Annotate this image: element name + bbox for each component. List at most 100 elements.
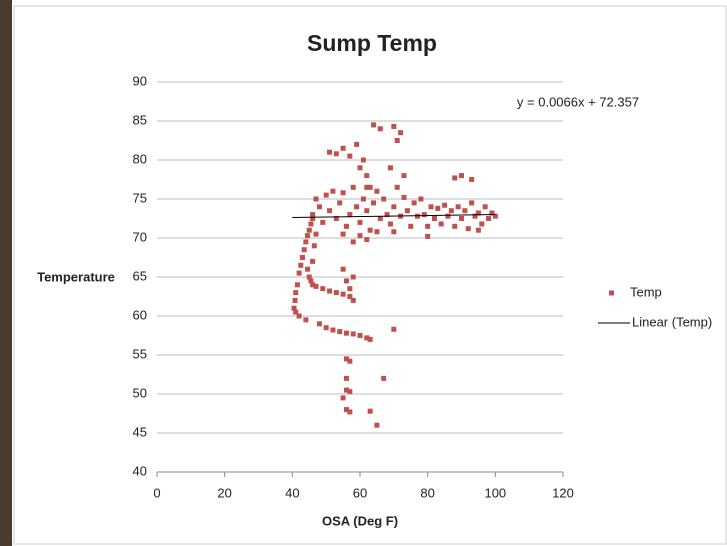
scatter-point <box>401 194 407 200</box>
scatter-point <box>293 309 299 315</box>
scatter-point <box>340 231 346 237</box>
scatter-point <box>327 149 333 155</box>
scatter-point <box>452 223 458 229</box>
scatter-point <box>452 175 458 181</box>
scatter-point <box>323 325 329 331</box>
scatter-point <box>310 212 316 218</box>
scatter-point <box>381 196 387 202</box>
scatter-point <box>350 297 356 303</box>
scatter-point <box>340 395 346 401</box>
scatter-point <box>469 177 475 182</box>
y-tick-label: 40 <box>133 463 147 478</box>
y-tick-label: 65 <box>133 268 147 283</box>
chart-title: Sump Temp <box>307 30 437 56</box>
scatter-point <box>333 290 339 296</box>
scatter-point <box>311 243 317 249</box>
scatter-point <box>303 239 309 245</box>
scatter-point <box>431 216 437 221</box>
scatter-point <box>475 227 481 233</box>
scatter-point <box>337 329 343 335</box>
scatter-point <box>316 204 322 210</box>
scatter-point <box>357 333 363 338</box>
x-tick-label: 20 <box>217 485 231 500</box>
scatter-point <box>305 233 311 239</box>
x-tick-label: 80 <box>420 485 434 500</box>
scatter-point <box>330 327 336 333</box>
y-tick-label: 45 <box>133 424 147 439</box>
scatter-point <box>357 233 363 239</box>
scatter-point <box>357 165 363 171</box>
scatter-point <box>337 200 343 206</box>
scatter-point <box>391 326 397 332</box>
scatter-point <box>308 221 314 227</box>
scatter-point <box>421 212 427 218</box>
scatter-point <box>305 266 311 272</box>
scatter-point <box>293 290 299 296</box>
scatter-point <box>303 317 309 323</box>
scatter-point <box>367 184 373 190</box>
scatter-point <box>462 208 468 214</box>
scatter-point <box>367 408 373 414</box>
scatter-point <box>313 196 319 202</box>
scatter-point <box>340 266 346 272</box>
scatter-point <box>308 278 314 284</box>
scatter-point <box>333 151 339 157</box>
scatter-point <box>350 184 356 190</box>
scatter-point <box>367 227 373 233</box>
scatter-point <box>391 229 397 235</box>
scatter-point <box>364 335 370 341</box>
scatter-point <box>475 210 481 216</box>
scatter-point <box>411 200 417 206</box>
scatter-point <box>343 375 349 381</box>
scatter-point <box>343 278 349 284</box>
scatter-point <box>310 216 316 221</box>
scatter-point <box>489 210 495 216</box>
scatter-point <box>401 173 407 179</box>
scatter-point <box>294 282 300 288</box>
x-tick-label: 120 <box>552 485 574 500</box>
scatter-point <box>350 274 356 280</box>
scatter-point <box>455 204 461 210</box>
scatter-point <box>364 208 370 214</box>
scatter-point <box>387 165 393 171</box>
scatter-point <box>343 387 349 393</box>
scatter-point <box>445 213 451 219</box>
scatter-point <box>347 286 353 292</box>
scatter-point <box>398 130 404 136</box>
y-tick-label: 50 <box>133 385 147 400</box>
scatter-point <box>330 188 336 194</box>
scatter-point <box>343 223 349 229</box>
scatter-point <box>442 202 448 208</box>
scatter-point <box>415 213 421 219</box>
scatter-point <box>394 138 400 143</box>
scatter-point <box>394 184 400 190</box>
scatter-point <box>298 262 304 268</box>
background-edge <box>0 0 12 546</box>
scatter-point <box>482 204 488 210</box>
scatter-point <box>327 288 333 294</box>
y-tick-label: 60 <box>133 307 147 322</box>
y-tick-label: 75 <box>133 190 147 205</box>
scatter-point <box>350 239 356 245</box>
scatter-point <box>435 205 441 211</box>
scatter-point <box>354 141 360 147</box>
scatter-point <box>360 157 366 163</box>
scatter-point <box>320 286 326 292</box>
scatter-point <box>320 219 326 225</box>
x-tick-label: 60 <box>353 485 367 500</box>
scatter-point <box>448 208 454 214</box>
scatter-point <box>327 208 333 214</box>
scatter-point <box>350 331 356 337</box>
x-axis-label: OSA (Deg F) <box>322 513 398 528</box>
y-axis-label: Temperature <box>37 269 115 284</box>
scatter-point <box>296 313 302 319</box>
scatter-point <box>291 305 297 311</box>
scatter-point <box>343 330 349 336</box>
scatter-point <box>374 229 380 235</box>
scatter-point <box>364 184 370 190</box>
scatter-point <box>299 255 305 260</box>
scatter-point <box>360 196 366 202</box>
scatter-point <box>347 153 353 159</box>
scatter-point <box>306 227 312 233</box>
scatter-point <box>340 190 346 196</box>
